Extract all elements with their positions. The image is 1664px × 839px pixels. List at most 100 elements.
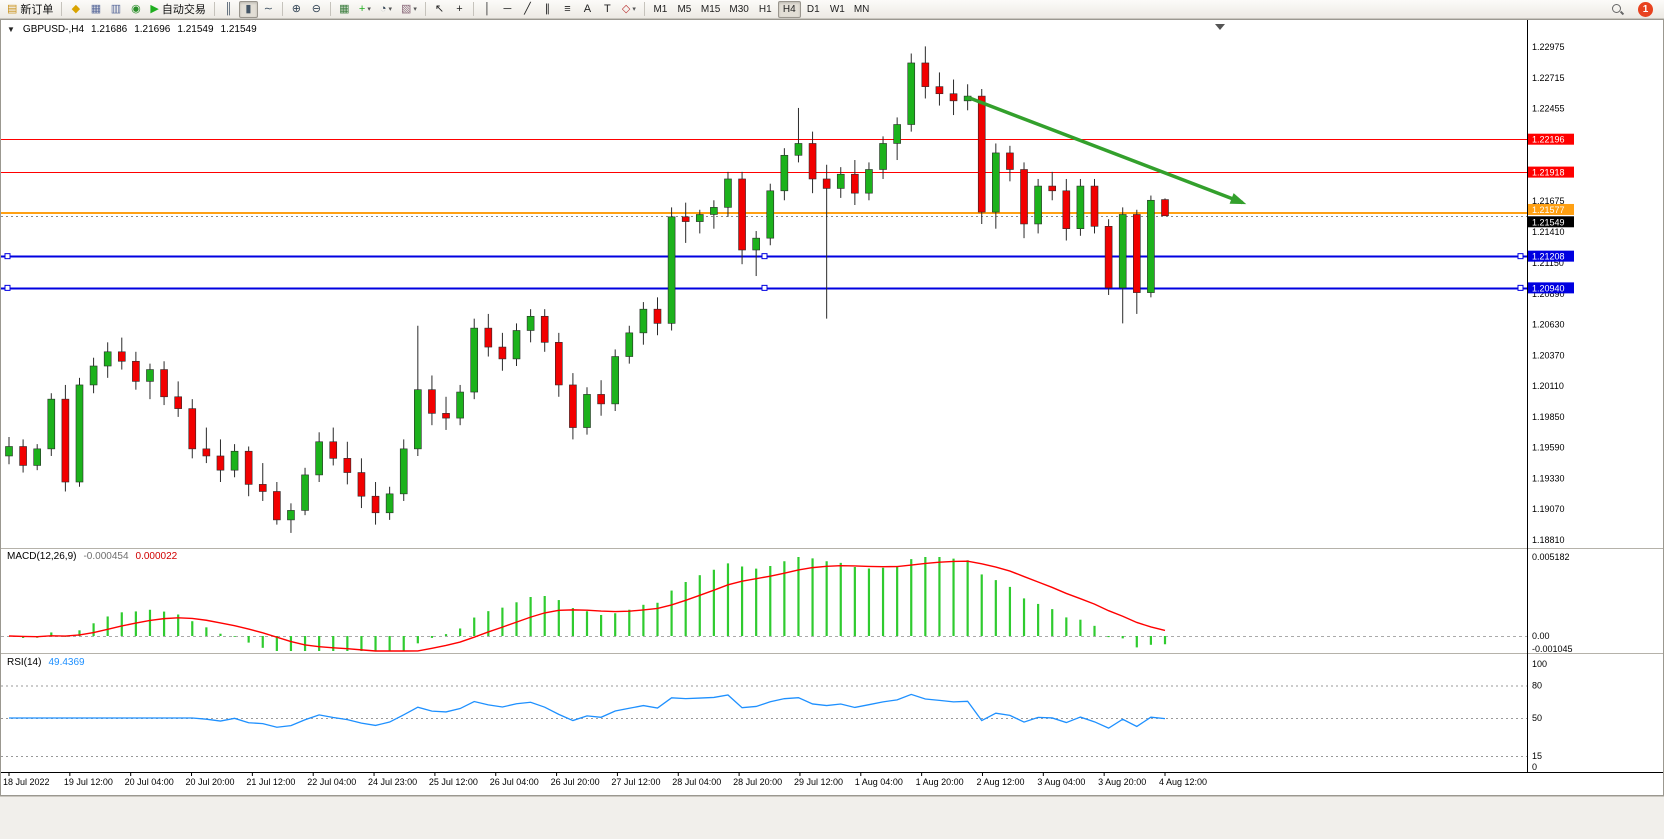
hline-price-label: 1.20940 [1528, 282, 1574, 294]
time-axis-label: 24 Jul 23:00 [368, 777, 417, 787]
rsi-axis-label: 80 [1532, 681, 1542, 691]
rsi-axis-label: 100 [1532, 659, 1547, 669]
timeframe-m30-button[interactable]: M30 [725, 1, 752, 18]
chart-shift-marker[interactable] [1215, 24, 1225, 30]
search-button[interactable] [1607, 1, 1628, 18]
time-axis-label: 28 Jul 04:00 [672, 777, 721, 787]
price-axis-label: 1.22715 [1532, 73, 1565, 83]
channel-button[interactable]: ∥ [538, 1, 557, 18]
price-axis-label: 1.21150 [1532, 258, 1564, 268]
timeframe-mn-button[interactable]: MN [850, 1, 874, 18]
time-axis-label: 29 Jul 12:00 [794, 777, 843, 787]
price-axis-label: 1.18810 [1532, 535, 1565, 545]
price-axis-label: 1.19070 [1532, 504, 1565, 514]
bar-chart-icon: ║ [224, 2, 233, 15]
zoom-out-icon: ⊖ [311, 2, 321, 15]
text-label-icon: T [604, 2, 611, 15]
chart-title: ▼ GBPUSD-,H4 1.21686 1.21696 1.21549 1.2… [7, 24, 257, 35]
timeframe-m5-button-label: M5 [677, 3, 692, 15]
toolbar-separator [643, 2, 645, 16]
bar-chart-button[interactable]: ║ [219, 1, 238, 18]
periods-icon: ◔ [379, 2, 387, 15]
templates-button[interactable]: ▧ ▾ [397, 1, 421, 18]
horizontal-line-button[interactable]: ─ [498, 1, 517, 18]
new-chart-icon: ▦ [90, 2, 102, 15]
price-axis-label: 1.22455 [1532, 104, 1565, 114]
profiles-button[interactable]: ▥ [106, 1, 125, 18]
timeframe-h4-button[interactable]: H4 [777, 0, 801, 18]
time-axis-label: 4 Aug 12:00 [1159, 777, 1207, 787]
vertical-line-button[interactable]: │ [478, 1, 497, 18]
rsi-axis-label: 15 [1532, 751, 1542, 761]
time-axis-label: 2 Aug 12:00 [976, 777, 1024, 787]
search-icon [1611, 3, 1624, 16]
candlestick-chart-button[interactable]: ▮ [238, 0, 258, 18]
crosshair-icon: + [456, 2, 463, 15]
toolbar: ▤ 新订单 ◆ ▦ ▥ ◉ ▶ 自动交易 ║ ▮ ∼ ⊕ ⊖ ▦ + ▾ ◔ ▾ ▧ ▾ ↖ + │ ─ ╱ ∥ ≡ A T ◇ ▾ M1 M5… [0, 0, 1664, 19]
quote-high: 1.21696 [134, 24, 171, 35]
new-order-button[interactable]: ▤ 新订单 [3, 1, 57, 18]
time-axis-label: 22 Jul 04:00 [307, 777, 356, 787]
new-chart-button[interactable]: ▦ [86, 1, 105, 18]
zoom-in-button[interactable]: ⊕ [287, 1, 306, 18]
metaeditor-button[interactable]: ◆ [66, 1, 85, 18]
price-axis-label: 1.19850 [1532, 412, 1565, 422]
text-label-button[interactable]: T [598, 1, 617, 18]
time-axis-label: 27 Jul 12:00 [611, 777, 660, 787]
indicators-icon: + [358, 2, 366, 15]
timeframe-w1-button[interactable]: W1 [826, 1, 849, 18]
chart-plot-area[interactable] [1, 20, 1527, 772]
rsi-axis-label: 0 [1532, 762, 1537, 772]
timeframe-d1-button[interactable]: D1 [802, 1, 825, 18]
time-axis-label: 18 Jul 2022 [3, 777, 50, 787]
price-axis-label: 1.19330 [1532, 473, 1565, 483]
price-axis[interactable] [1527, 20, 1663, 772]
refresh-button[interactable]: ◉ [126, 1, 145, 18]
dropdown-arrow-icon: ▾ [367, 6, 371, 13]
indicators-button[interactable]: + ▾ [355, 1, 375, 18]
text-icon: A [583, 2, 592, 15]
timeframe-w1-button-label: W1 [829, 3, 845, 15]
one-click-trading-toggle[interactable]: ▼ [7, 25, 15, 34]
timeframe-h1-button[interactable]: H1 [754, 1, 777, 18]
trendline-button[interactable]: ╱ [518, 1, 537, 18]
timeframe-m1-button[interactable]: M1 [649, 1, 672, 18]
notification-badge[interactable]: 1 [1638, 1, 1653, 17]
fibonacci-button[interactable]: ≡ [558, 1, 577, 18]
line-handle[interactable] [4, 284, 11, 291]
crosshair-button[interactable]: + [450, 1, 469, 18]
macd-signal-line [8, 560, 1166, 652]
line-handle[interactable] [761, 284, 768, 291]
tile-windows-button[interactable]: ▦ [335, 1, 354, 18]
timeframe-mn-button-label: MN [853, 3, 870, 15]
toolbar-separator [329, 2, 331, 16]
channel-icon: ∥ [544, 2, 551, 15]
svg-text:1.22196: 1.22196 [1532, 135, 1565, 145]
horizontal-line-icon: ─ [503, 2, 512, 15]
line-chart-button[interactable]: ∼ [259, 1, 278, 18]
line-handle[interactable] [4, 253, 11, 260]
line-handle[interactable] [1517, 253, 1524, 260]
trend-arrow[interactable] [967, 95, 1244, 205]
line-handle[interactable] [1517, 284, 1524, 291]
price-axis-label: 1.19590 [1532, 443, 1565, 453]
timeframe-m5-button[interactable]: M5 [673, 1, 696, 18]
fibonacci-icon: ≡ [564, 2, 571, 15]
timeframe-m15-button[interactable]: M15 [697, 1, 724, 18]
quote-close: 1.21549 [220, 24, 257, 35]
cursor-button[interactable]: ↖ [430, 1, 449, 18]
autotrading-button[interactable]: ▶ 自动交易 [146, 1, 209, 18]
time-axis-label: 1 Aug 04:00 [855, 777, 903, 787]
time-axis-label: 3 Aug 04:00 [1037, 777, 1085, 787]
arrows-button[interactable]: ◇ ▾ [618, 1, 640, 18]
time-axis[interactable] [1, 772, 1663, 795]
time-axis-label: 19 Jul 12:00 [64, 777, 113, 787]
periods-button[interactable]: ◔ ▾ [376, 1, 396, 18]
time-axis-label: 20 Jul 04:00 [125, 777, 174, 787]
zoom-out-button[interactable]: ⊖ [307, 1, 326, 18]
text-button[interactable]: A [578, 1, 597, 18]
svg-text:1.21208: 1.21208 [1532, 252, 1565, 262]
toolbar-items: ▤ 新订单 ◆ ▦ ▥ ◉ ▶ 自动交易 ║ ▮ ∼ ⊕ ⊖ ▦ + ▾ ◔ ▾ ▧ ▾ ↖ + │ ─ ╱ ∥ ≡ A T ◇ ▾ M1 M5… [3, 0, 873, 18]
toolbar-separator [61, 2, 63, 16]
line-handle[interactable] [761, 253, 768, 260]
